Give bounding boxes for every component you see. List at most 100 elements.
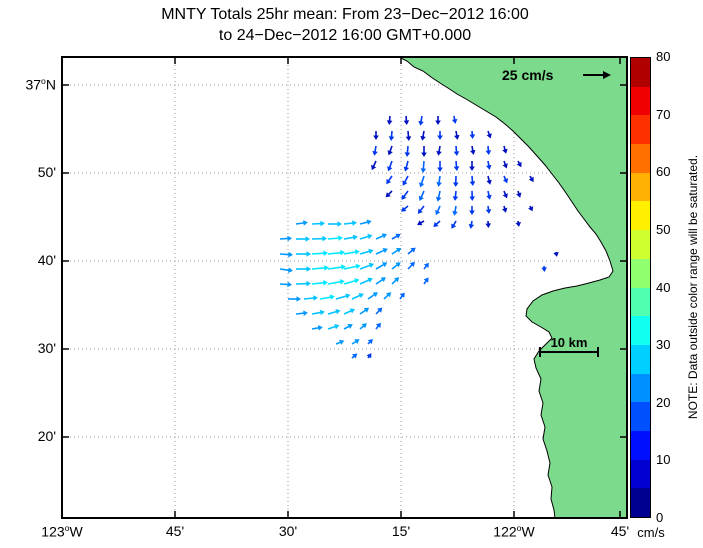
vector-arrow [303, 310, 308, 316]
colorbar-units-label: cm/s [637, 525, 665, 540]
vector-arrow [502, 148, 508, 154]
vector-arrow [323, 280, 328, 286]
vector-arrow [352, 220, 357, 226]
vector-arrow [313, 295, 318, 301]
vector-arrow [368, 248, 374, 255]
colorbar [630, 57, 651, 518]
vector-arrow [502, 193, 508, 199]
vector-arrow [451, 223, 457, 229]
colorbar-tick-label: 0 [656, 510, 664, 525]
vector-arrow [354, 339, 360, 344]
vector-arrow [366, 353, 372, 359]
colorbar-segment [631, 144, 650, 173]
vector-arrow [435, 209, 441, 216]
vector-arrow [453, 166, 460, 171]
vector-arrow [287, 281, 292, 288]
y-tick-label: 50' [37, 164, 56, 180]
vector-arrow [454, 134, 460, 140]
tick-marks [61, 57, 627, 518]
y-tick-label: 40' [37, 252, 56, 268]
vector-arrow [347, 323, 353, 329]
colorbar-tick-label: 80 [656, 49, 671, 64]
plot-frame [61, 56, 628, 519]
vector-arrow [453, 151, 460, 156]
land-coastline [398, 57, 627, 518]
vector-arrow [423, 262, 429, 268]
vector-arrow [485, 209, 492, 214]
vector-arrow [417, 220, 423, 226]
x-tick-label: 45' [610, 523, 630, 539]
vector-arrow [451, 119, 458, 124]
vector-arrow [382, 262, 388, 268]
colorbar-note: NOTE: Data outside color range will be s… [686, 154, 700, 420]
colorbar-tick-label: 30 [656, 337, 671, 353]
vector-arrow [340, 249, 345, 256]
vector-arrow [541, 267, 547, 272]
y-tick-label: 30' [37, 340, 56, 356]
vector-arrow [367, 233, 373, 240]
vector-arrow [452, 210, 458, 216]
colorbar-segment [631, 488, 650, 517]
figure-title-line1: MNTY Totals 25hr mean: From 23−Dec−2012 … [161, 6, 529, 23]
vector-arrow [436, 150, 442, 156]
vector-arrow [485, 223, 491, 228]
vector-arrow [401, 194, 407, 200]
colorbar-segment [631, 201, 650, 231]
y-tick-label: 20' [37, 428, 56, 444]
vector-arrow [421, 152, 427, 157]
vector-arrow [528, 176, 534, 183]
vector-arrow [386, 178, 392, 185]
vector-arrow [368, 262, 375, 268]
vector-arrow [306, 280, 311, 287]
vector-arrow [409, 261, 415, 267]
vector-arrow [418, 120, 424, 126]
vector-arrow [380, 277, 386, 283]
vector-arrow [386, 292, 392, 298]
vector-arrow [435, 196, 442, 202]
colorbar-tick-label: 50 [656, 221, 671, 237]
vector-arrow [437, 167, 443, 172]
vector-arrow [452, 196, 459, 201]
vector-arrow [361, 323, 367, 329]
colorbar-segment [631, 373, 650, 403]
vector-arrow [420, 168, 427, 173]
vector-arrow [367, 277, 373, 283]
vector-arrow [382, 248, 388, 254]
vector-arrow [394, 277, 400, 283]
vector-arrow [386, 120, 393, 125]
vector-arrow [395, 262, 401, 268]
vector-arrow [372, 292, 378, 298]
vector-arrow [381, 233, 387, 239]
colorbar-tick-label: 60 [656, 164, 671, 180]
vector-arrow [296, 296, 301, 302]
vector-arrow [366, 219, 372, 225]
vector-arrow [469, 196, 475, 201]
x-tick-label: 122oW [493, 523, 535, 540]
vector-arrow [404, 152, 411, 157]
vector-arrow [329, 294, 335, 300]
vector-arrow [403, 166, 409, 172]
vector-arrow [388, 136, 395, 141]
vector-arrow [367, 339, 373, 345]
vector-arrow [288, 251, 293, 258]
vector-arrow [352, 353, 358, 359]
vector-arrow [502, 207, 508, 213]
vector-arrow [358, 293, 364, 299]
gridlines [62, 57, 627, 518]
vector-arrow [287, 235, 292, 242]
vector-arrow [305, 236, 310, 242]
vector-arrow [319, 309, 325, 316]
vector-arrow [423, 277, 429, 283]
colorbar-tick-label: 40 [656, 279, 671, 295]
vector-arrow [349, 308, 355, 314]
x-tick-label: 30' [278, 523, 298, 539]
vector-arrow [486, 164, 492, 170]
vector-arrow [339, 339, 345, 345]
colorbar-segment [631, 459, 650, 489]
scalebar [539, 347, 599, 357]
vector-arrow [303, 220, 308, 226]
x-tick-label: 15' [391, 523, 411, 539]
colorbar-segment [631, 230, 650, 259]
vector-arrow [401, 206, 407, 212]
